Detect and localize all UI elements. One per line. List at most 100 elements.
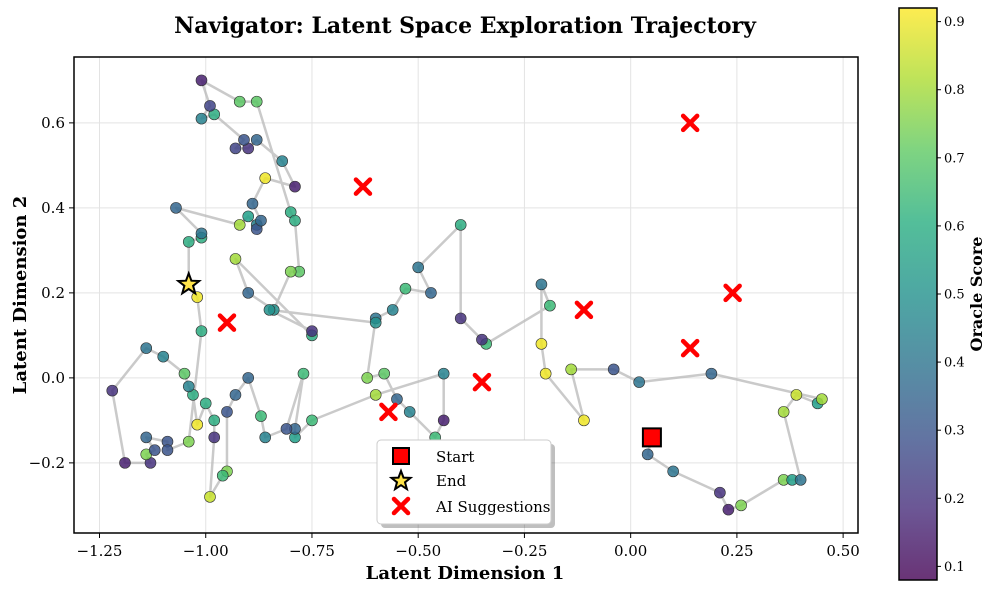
trajectory-point — [722, 503, 735, 516]
trajectory-point — [790, 389, 803, 401]
trajectory-point — [284, 265, 297, 278]
trajectory-point — [140, 431, 153, 444]
trajectory-point — [259, 172, 272, 184]
trajectory-point — [255, 410, 267, 422]
x-tick-label: −0.50 — [395, 542, 441, 560]
ai-suggestion-marker — [379, 402, 398, 422]
trajectory-point — [391, 393, 403, 405]
trajectory-point — [246, 197, 259, 210]
colorbar-tick-label: 0.8 — [944, 83, 965, 98]
legend-end-label: End — [436, 472, 467, 490]
trajectory-point — [119, 457, 131, 469]
trajectory-point — [565, 363, 577, 376]
legend-box — [376, 439, 552, 525]
trajectory-point — [437, 414, 450, 427]
trajectory-point — [816, 393, 828, 405]
start-end-markers — [175, 270, 662, 448]
y-tick-label: −0.2 — [29, 454, 65, 472]
trajectory-point — [178, 367, 191, 380]
ai-suggestion-marker — [217, 313, 237, 332]
colorbar-tick-label: 0.6 — [944, 219, 965, 234]
trajectory-point — [204, 100, 216, 112]
end-marker — [175, 270, 202, 296]
x-axis-ticks: −1.25 −1.00 −0.75 −0.50 −0.25 0.00 0.25 0.50 — [77, 533, 860, 560]
trajectory-point — [386, 304, 399, 316]
trajectory-point — [263, 304, 276, 316]
trajectory-point — [633, 376, 645, 388]
trajectory-point — [208, 431, 221, 444]
y-tick-label: 0.0 — [41, 369, 65, 387]
trajectory-point — [276, 155, 289, 167]
trajectory-point — [369, 316, 382, 329]
legend-start-label: Start — [436, 448, 474, 466]
trajectory-point — [714, 486, 726, 499]
trajectory-point — [195, 325, 208, 337]
trajectory-point — [195, 74, 208, 87]
trajectory-point — [250, 134, 263, 146]
trajectory-point — [535, 278, 548, 291]
trajectory-point — [454, 312, 467, 325]
trajectory-point — [289, 214, 301, 227]
start-marker — [641, 427, 662, 448]
trajectory-point — [242, 287, 255, 299]
trajectory-point — [242, 210, 255, 223]
trajectory-point — [735, 499, 747, 512]
plot-frame — [73, 56, 859, 534]
trajectory-point — [403, 406, 416, 418]
colorbar-tick-label: 0.4 — [944, 356, 965, 371]
trajectory-point — [170, 202, 182, 214]
trajectory-point — [204, 491, 216, 503]
trajectory-point — [425, 287, 437, 299]
chart-title: Navigator: Latent Space Exploration Traj… — [174, 13, 757, 39]
ai-suggestion-marker — [723, 283, 742, 303]
legend-ai-label: AI Suggestions — [435, 498, 550, 516]
trajectory-point — [216, 469, 229, 482]
trajectory-point — [148, 444, 161, 456]
x-tick-label: −1.25 — [77, 542, 123, 560]
trajectory-point — [259, 431, 272, 444]
trajectory-point — [794, 474, 807, 486]
colorbar-ticks: 0.1 0.2 0.3 0.4 0.5 0.6 0.7 0.8 0.9 — [937, 15, 965, 575]
colorbar — [899, 8, 937, 580]
trajectory-point — [476, 333, 488, 346]
y-tick-label: 0.2 — [41, 284, 65, 302]
trajectory-point — [306, 325, 318, 337]
trajectory-point — [182, 236, 195, 248]
trajectory-point — [242, 372, 255, 384]
trajectory-point — [161, 444, 174, 456]
trajectory-point — [578, 414, 590, 427]
trajectory-point — [182, 380, 195, 393]
trajectory-point — [361, 372, 374, 384]
ai-suggestion-marker — [680, 338, 700, 358]
x-tick-label: −0.75 — [289, 542, 335, 560]
x-tick-label: 0.50 — [826, 542, 859, 560]
trajectory-point — [641, 448, 654, 461]
trajectory-point — [199, 397, 212, 410]
trajectory-point — [157, 350, 170, 363]
legend-ai-marker — [391, 496, 411, 516]
trajectory-point — [221, 406, 233, 418]
ai-suggestion-marker — [680, 113, 700, 133]
trajectory-point — [233, 219, 246, 231]
trajectory-point — [544, 299, 556, 312]
trajectory-point — [378, 367, 391, 380]
legend-start-marker — [392, 447, 410, 465]
trajectory-point — [535, 338, 548, 350]
trajectory-point — [297, 367, 310, 380]
trajectory-point — [607, 363, 620, 376]
trajectory-point — [777, 406, 790, 418]
colorbar-tick-label: 0.7 — [944, 151, 965, 166]
trajectory-point — [106, 384, 119, 397]
trajectory-point — [255, 214, 267, 227]
trajectory-point — [229, 142, 242, 155]
y-axis-label: Latent Dimension 2 — [10, 196, 31, 395]
colorbar-tick-label: 0.2 — [944, 492, 965, 507]
trajectory-point — [539, 367, 552, 380]
y-tick-label: 0.6 — [41, 114, 65, 132]
trajectory-point — [140, 342, 153, 354]
colorbar-tick-label: 0.1 — [944, 560, 965, 575]
trajectory-point — [182, 435, 195, 448]
colorbar-tick-label: 0.5 — [944, 288, 965, 303]
trajectory-point — [280, 423, 293, 435]
x-tick-label: −1.00 — [183, 542, 229, 560]
